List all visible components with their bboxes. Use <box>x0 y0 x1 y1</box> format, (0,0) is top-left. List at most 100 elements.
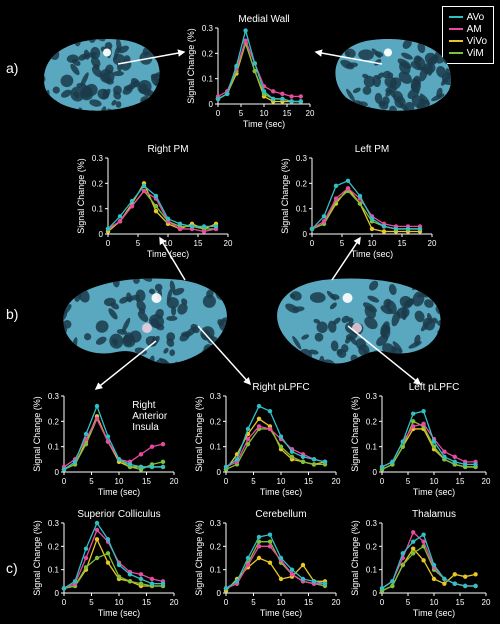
svg-text:10: 10 <box>260 109 269 118</box>
svg-text:0: 0 <box>106 239 111 248</box>
svg-text:0: 0 <box>310 239 315 248</box>
svg-text:0.1: 0.1 <box>366 443 378 452</box>
svg-text:0.3: 0.3 <box>366 519 378 528</box>
svg-text:5: 5 <box>340 239 345 248</box>
svg-text:Signal Change (%): Signal Change (%) <box>194 520 204 596</box>
chart-superior-colliculus: Superior Colliculus0510152000.10.20.3Tim… <box>30 505 180 619</box>
svg-text:0: 0 <box>209 100 214 109</box>
svg-text:5: 5 <box>406 477 411 486</box>
svg-text:Anterior: Anterior <box>132 411 168 422</box>
svg-text:Medial Wall: Medial Wall <box>238 14 289 25</box>
svg-text:10: 10 <box>115 598 124 607</box>
brain-medial-right-icon <box>325 30 465 120</box>
svg-text:0: 0 <box>62 477 67 486</box>
svg-text:Signal Change (%): Signal Change (%) <box>32 520 42 596</box>
svg-text:20: 20 <box>170 598 179 607</box>
svg-text:20: 20 <box>224 239 233 248</box>
brain-lateral-left-icon <box>262 270 452 370</box>
svg-text:Time (sec): Time (sec) <box>260 608 302 618</box>
brain-lateral-right-icon <box>52 270 242 370</box>
svg-text:0: 0 <box>55 589 60 598</box>
svg-text:0.2: 0.2 <box>202 49 214 58</box>
svg-text:0.1: 0.1 <box>92 205 104 214</box>
svg-text:Thalamus: Thalamus <box>412 509 456 520</box>
legend-label: ViM <box>467 48 484 59</box>
svg-text:0.3: 0.3 <box>210 519 222 528</box>
svg-text:0: 0 <box>62 598 67 607</box>
svg-text:0.1: 0.1 <box>202 75 214 84</box>
figure-root: a) b) c) AVo AM ViVo ViM Medial Wall0510… <box>0 0 500 624</box>
svg-text:Signal Change (%): Signal Change (%) <box>186 28 196 104</box>
svg-text:0.3: 0.3 <box>296 154 308 163</box>
svg-text:Signal Change (%): Signal Change (%) <box>194 396 204 472</box>
svg-text:0.2: 0.2 <box>92 179 104 188</box>
svg-text:15: 15 <box>142 477 151 486</box>
svg-text:10: 10 <box>277 477 286 486</box>
svg-text:5: 5 <box>406 598 411 607</box>
svg-text:0.3: 0.3 <box>366 392 378 401</box>
svg-text:Signal Change (%): Signal Change (%) <box>32 396 42 472</box>
svg-text:0: 0 <box>216 109 221 118</box>
svg-text:0: 0 <box>217 468 222 477</box>
svg-text:0.3: 0.3 <box>202 24 214 33</box>
svg-text:0: 0 <box>224 598 229 607</box>
svg-text:Left PM: Left PM <box>355 144 389 155</box>
svg-text:0.2: 0.2 <box>48 417 60 426</box>
svg-text:Signal Change (%): Signal Change (%) <box>350 520 360 596</box>
svg-text:Right PM: Right PM <box>147 144 188 155</box>
svg-text:5: 5 <box>136 239 141 248</box>
svg-text:15: 15 <box>398 239 407 248</box>
svg-text:20: 20 <box>428 239 437 248</box>
svg-text:20: 20 <box>170 477 179 486</box>
chart-thalamus: Thalamus0510152000.10.20.3Time (sec)Sign… <box>348 505 492 619</box>
svg-text:20: 20 <box>306 109 315 118</box>
svg-text:20: 20 <box>332 477 341 486</box>
svg-text:15: 15 <box>142 598 151 607</box>
svg-text:0.1: 0.1 <box>296 205 308 214</box>
svg-text:0.3: 0.3 <box>210 392 222 401</box>
svg-text:Time (sec): Time (sec) <box>413 608 455 618</box>
svg-text:15: 15 <box>283 109 292 118</box>
svg-text:10: 10 <box>115 477 124 486</box>
svg-text:Signal Change (%): Signal Change (%) <box>350 396 360 472</box>
svg-text:10: 10 <box>430 477 439 486</box>
svg-text:5: 5 <box>239 109 244 118</box>
svg-text:Time (sec): Time (sec) <box>260 487 302 497</box>
svg-text:0.1: 0.1 <box>366 566 378 575</box>
svg-text:0: 0 <box>380 598 385 607</box>
svg-text:0.3: 0.3 <box>48 519 60 528</box>
svg-text:5: 5 <box>251 598 256 607</box>
legend-swatch-icon <box>449 16 463 18</box>
svg-text:5: 5 <box>89 477 94 486</box>
svg-text:Signal Change (%): Signal Change (%) <box>76 158 86 234</box>
svg-text:0: 0 <box>373 589 378 598</box>
svg-text:15: 15 <box>304 598 313 607</box>
svg-text:Cerebellum: Cerebellum <box>255 509 306 520</box>
svg-text:0.3: 0.3 <box>48 392 60 401</box>
svg-text:0.2: 0.2 <box>48 542 60 551</box>
panel-b-label: b) <box>6 306 18 322</box>
chart-cerebellum: Cerebellum0510152000.10.20.3Time (sec)Si… <box>192 505 342 619</box>
svg-text:Time (sec): Time (sec) <box>98 487 140 497</box>
chart-right-plpfc: Right pLPFC0510152000.10.20.3Time (sec)S… <box>192 378 342 498</box>
svg-text:Left pLPFC: Left pLPFC <box>409 382 460 393</box>
svg-text:0: 0 <box>224 477 229 486</box>
svg-text:Signal Change (%): Signal Change (%) <box>280 158 290 234</box>
chart-left-pm: Left PM0510152000.10.20.3Time (sec)Signa… <box>278 140 438 260</box>
chart-medial-wall: Medial Wall0510152000.10.20.3Time (sec)S… <box>184 10 316 130</box>
svg-text:0.2: 0.2 <box>366 542 378 551</box>
svg-text:5: 5 <box>251 477 256 486</box>
legend-label: AVo <box>467 12 485 23</box>
svg-text:0: 0 <box>217 589 222 598</box>
svg-text:15: 15 <box>456 477 465 486</box>
brain-medial-left-icon <box>30 30 170 120</box>
svg-text:0.1: 0.1 <box>48 566 60 575</box>
chart-right-anterior-insula: RightAnteriorInsula0510152000.10.20.3Tim… <box>30 378 180 498</box>
svg-text:0: 0 <box>99 230 104 239</box>
svg-text:20: 20 <box>482 598 491 607</box>
legend-label: ViVo <box>467 36 487 47</box>
chart-right-pm: Right PM0510152000.10.20.3Time (sec)Sign… <box>74 140 234 260</box>
svg-text:0.2: 0.2 <box>210 542 222 551</box>
svg-text:10: 10 <box>164 239 173 248</box>
svg-text:Right pLPFC: Right pLPFC <box>252 382 309 393</box>
